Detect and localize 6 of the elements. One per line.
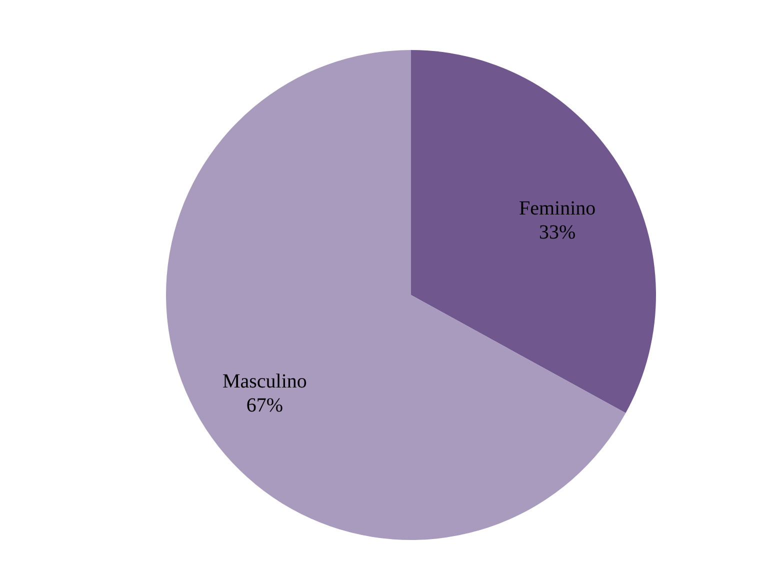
slice-label: Masculino: [222, 370, 307, 393]
slice-label: Feminino: [518, 197, 596, 220]
data-label: 33%: [538, 221, 576, 244]
pie-slice: [166, 50, 626, 540]
data-label: 67%: [246, 394, 284, 417]
pie-slice: [411, 50, 656, 414]
